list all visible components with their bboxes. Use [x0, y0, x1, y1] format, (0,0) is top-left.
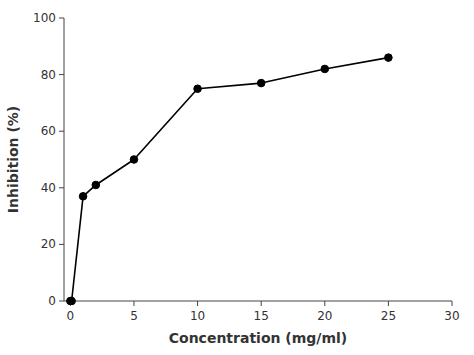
x-tick [452, 301, 453, 306]
data-point [194, 85, 202, 93]
plot-area [67, 54, 393, 305]
y-tick [59, 301, 64, 302]
y-tick-label: 100 [33, 11, 56, 25]
y-tick [59, 74, 64, 75]
x-tick-label: 15 [254, 309, 269, 323]
x-tick-label: 20 [317, 309, 332, 323]
data-line [70, 58, 388, 301]
data-point [130, 156, 138, 164]
y-tick-label: 80 [41, 68, 56, 82]
data-point [79, 192, 87, 200]
y-tick [59, 244, 64, 245]
x-tick [133, 301, 134, 306]
x-tick-label: 30 [444, 309, 459, 323]
y-tick-label: 20 [41, 237, 56, 251]
chart-container: 0 5 10 15 20 25 30 0 20 40 60 80 100 Concentration (m… [0, 0, 474, 355]
y-tick [59, 18, 64, 19]
x-tick [197, 301, 198, 306]
x-axis-label: Concentration (mg/ml) [169, 330, 348, 346]
y-axis-label: Inhibition (%) [5, 106, 21, 214]
data-point [92, 181, 100, 189]
x-tick-label: 5 [130, 309, 138, 323]
y-tick [59, 131, 64, 132]
data-point [385, 54, 393, 62]
data-point [257, 79, 265, 87]
x-tick-label: 10 [190, 309, 205, 323]
y-tick-label: 60 [41, 124, 56, 138]
x-tick-label: 0 [67, 309, 75, 323]
x-axis-line [64, 301, 452, 302]
x-tick [324, 301, 325, 306]
y-tick-label: 0 [48, 294, 56, 308]
data-point [68, 297, 76, 305]
data-point [321, 65, 329, 73]
y-tick-label: 40 [41, 181, 56, 195]
x-tick [261, 301, 262, 306]
y-axis-line [64, 18, 65, 301]
x-tick [388, 301, 389, 306]
chart: 0 5 10 15 20 25 30 0 20 40 60 80 100 Concentration (m… [0, 0, 474, 355]
x-tick-label: 25 [381, 309, 396, 323]
y-tick [59, 187, 64, 188]
